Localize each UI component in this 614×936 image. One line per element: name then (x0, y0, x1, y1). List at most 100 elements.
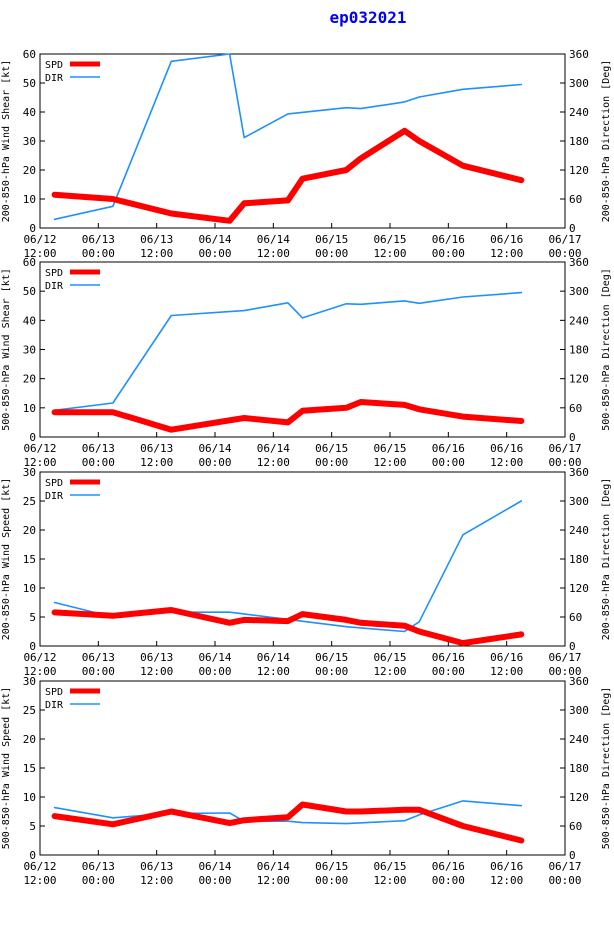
y-left-tick-label: 30 (23, 344, 36, 357)
y-right-tick-label: 120 (569, 164, 589, 177)
y-right-tick-label: 240 (569, 314, 589, 327)
y-right-tick-label: 120 (569, 582, 589, 595)
y-right-tick-label: 60 (569, 820, 582, 833)
x-tick-label-date: 06/17 (548, 651, 581, 664)
y-right-tick-label: 360 (569, 675, 589, 688)
x-tick-label-time: 12:00 (490, 456, 523, 469)
x-tick-label-date: 06/16 (490, 233, 523, 246)
x-tick-label-date: 06/14 (198, 442, 231, 455)
y-right-tick-label: 300 (569, 77, 589, 90)
x-tick-label-date: 06/15 (373, 860, 406, 873)
y-left-tick-label: 20 (23, 524, 36, 537)
y-left-tick-label: 20 (23, 164, 36, 177)
x-tick-label-date: 06/14 (257, 442, 290, 455)
x-tick-label-time: 00:00 (315, 665, 348, 678)
x-tick-label-date: 06/14 (198, 233, 231, 246)
y-right-axis-title: 500-850-hPa Direction [Deg] (601, 268, 612, 431)
y-right-tick-label: 120 (569, 791, 589, 804)
x-tick-label-time: 00:00 (548, 665, 581, 678)
legend-label: DIR (45, 700, 64, 711)
x-tick-label-time: 12:00 (140, 456, 173, 469)
dir-series-line (53, 291, 523, 412)
y-right-tick-label: 360 (569, 256, 589, 269)
x-tick-label-time: 00:00 (82, 874, 115, 887)
y-right-tick-label: 60 (569, 402, 582, 415)
y-left-tick-label: 20 (23, 733, 36, 746)
y-right-tick-label: 0 (569, 849, 576, 862)
x-tick-label-time: 12:00 (257, 247, 290, 260)
y-left-tick-label: 5 (29, 611, 36, 624)
x-tick-label-date: 06/16 (490, 651, 523, 664)
x-tick-label-date: 06/16 (432, 442, 465, 455)
y-left-tick-label: 20 (23, 373, 36, 386)
x-tick-label-date: 06/12 (23, 651, 56, 664)
x-tick-label-date: 06/12 (23, 860, 56, 873)
y-left-tick-label: 5 (29, 820, 36, 833)
legend-label: SPD (45, 60, 63, 71)
y-right-tick-label: 0 (569, 222, 576, 235)
y-right-tick-label: 240 (569, 733, 589, 746)
y-right-tick-label: 120 (569, 373, 589, 386)
x-tick-label-time: 00:00 (432, 665, 465, 678)
legend-label: SPD (45, 268, 63, 279)
x-tick-label-time: 12:00 (257, 665, 290, 678)
x-tick-label-time: 12:00 (257, 874, 290, 887)
y-right-axis-title: 200-850-hPa Direction [Deg] (601, 478, 612, 641)
y-left-tick-label: 50 (23, 77, 36, 90)
y-left-axis-title: 200-850-hPa Wind Shear [kt] (1, 60, 12, 223)
x-tick-label-date: 06/15 (373, 233, 406, 246)
x-tick-label-time: 00:00 (198, 665, 231, 678)
y-left-axis-title: 500-850-hPa Wind Shear [kt] (1, 268, 12, 431)
x-tick-label-time: 00:00 (548, 456, 581, 469)
x-tick-label-date: 06/16 (432, 651, 465, 664)
y-right-axis-title: 500-850-hPa Direction [Deg] (601, 687, 612, 850)
legend-label: SPD (45, 687, 63, 698)
x-tick-label-time: 00:00 (548, 247, 581, 260)
x-tick-label-date: 06/14 (198, 860, 231, 873)
x-tick-label-time: 12:00 (23, 456, 56, 469)
y-right-tick-label: 300 (569, 704, 589, 717)
y-right-tick-label: 360 (569, 466, 589, 479)
x-tick-label-time: 00:00 (315, 247, 348, 260)
x-tick-label-time: 12:00 (373, 874, 406, 887)
x-tick-label-date: 06/14 (257, 233, 290, 246)
y-right-tick-label: 60 (569, 193, 582, 206)
x-tick-label-date: 06/13 (82, 651, 115, 664)
x-tick-label-time: 00:00 (82, 247, 115, 260)
x-tick-label-time: 00:00 (82, 456, 115, 469)
y-right-tick-label: 300 (569, 285, 589, 298)
y-left-tick-label: 30 (23, 135, 36, 148)
x-tick-label-date: 06/17 (548, 233, 581, 246)
x-tick-label-date: 06/16 (432, 860, 465, 873)
x-tick-label-time: 12:00 (23, 247, 56, 260)
y-left-tick-label: 60 (23, 256, 36, 269)
y-left-tick-label: 0 (29, 849, 36, 862)
x-tick-label-date: 06/12 (23, 233, 56, 246)
y-left-tick-label: 30 (23, 675, 36, 688)
x-tick-label-time: 12:00 (257, 456, 290, 469)
x-tick-label-time: 12:00 (373, 247, 406, 260)
x-tick-label-date: 06/14 (257, 860, 290, 873)
x-tick-label-date: 06/15 (373, 651, 406, 664)
y-left-tick-label: 25 (23, 495, 36, 508)
spd-series-line (51, 607, 525, 647)
x-tick-label-date: 06/13 (140, 860, 173, 873)
x-tick-label-date: 06/13 (82, 233, 115, 246)
y-left-tick-label: 15 (23, 553, 36, 566)
x-tick-label-date: 06/15 (315, 442, 348, 455)
legend-label: SPD (45, 478, 63, 489)
x-tick-label-date: 06/15 (315, 651, 348, 664)
y-right-tick-label: 180 (569, 344, 589, 357)
x-tick-label-time: 12:00 (373, 456, 406, 469)
x-tick-label-date: 06/13 (82, 860, 115, 873)
x-tick-label-time: 00:00 (198, 874, 231, 887)
y-left-tick-label: 40 (23, 106, 36, 119)
y-left-tick-label: 0 (29, 222, 36, 235)
y-left-tick-label: 30 (23, 466, 36, 479)
y-right-axis-title: 200-850-hPa Direction [Deg] (601, 60, 612, 223)
x-tick-label-time: 00:00 (198, 456, 231, 469)
y-left-tick-label: 10 (23, 791, 36, 804)
dir-series-line (53, 53, 523, 221)
y-right-tick-label: 180 (569, 553, 589, 566)
x-tick-label-date: 06/13 (140, 651, 173, 664)
